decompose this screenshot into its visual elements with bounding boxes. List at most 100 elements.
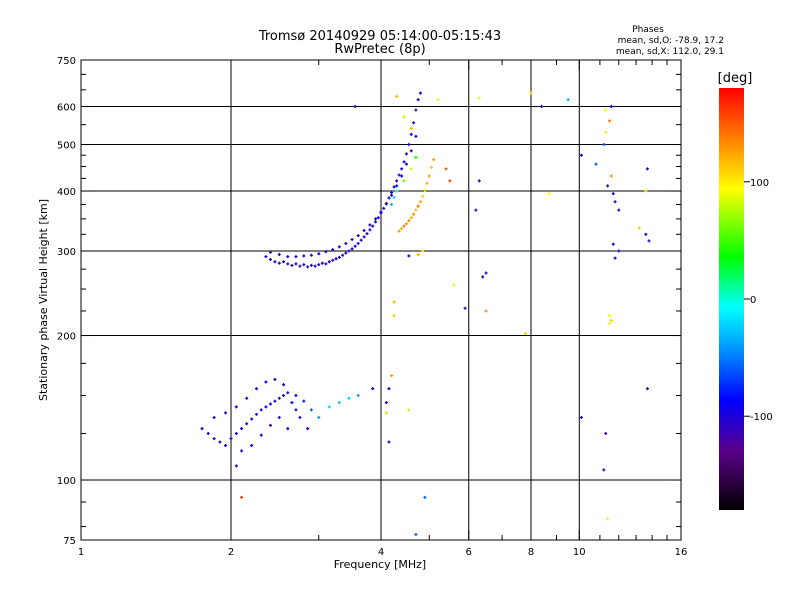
data-point [298, 264, 302, 268]
data-point [644, 189, 648, 193]
data-point [290, 401, 294, 405]
y-tick-label: 500 [57, 141, 76, 152]
data-point [397, 229, 401, 233]
data-point [268, 423, 272, 427]
y-tick-label: 750 [57, 56, 76, 67]
data-point [608, 314, 612, 318]
data-point [337, 401, 341, 405]
data-point [423, 188, 427, 192]
data-point [273, 260, 277, 264]
data-point [617, 208, 621, 212]
data-point [566, 98, 570, 102]
data-point [647, 239, 651, 243]
data-point [368, 228, 372, 232]
data-point [425, 181, 429, 185]
data-point [200, 427, 204, 431]
data-point [436, 98, 440, 102]
data-point [264, 255, 268, 259]
data-point [264, 380, 268, 384]
stats-header: Phases [632, 25, 664, 35]
data-point [409, 149, 413, 153]
data-point [250, 417, 254, 421]
data-point [290, 263, 294, 267]
data-point [286, 262, 290, 266]
data-point [416, 98, 420, 102]
data-point [400, 174, 404, 178]
data-point [344, 251, 348, 255]
data-point [277, 396, 281, 400]
x-tick-label: 10 [573, 547, 586, 558]
data-point [240, 449, 244, 453]
data-point [421, 249, 425, 253]
data-point [337, 245, 341, 249]
data-point [608, 119, 612, 123]
data-point [604, 130, 608, 134]
data-point [432, 158, 436, 162]
data-point [302, 254, 306, 258]
data-point [240, 427, 244, 431]
data-point [387, 196, 391, 200]
data-point [379, 210, 383, 214]
data-point [395, 94, 399, 98]
data-point [477, 96, 481, 100]
data-point [356, 234, 360, 238]
data-point [418, 200, 422, 204]
x-tick-label: 4 [378, 547, 384, 558]
data-point [463, 306, 467, 310]
data-point [259, 408, 263, 412]
data-point [414, 108, 418, 112]
data-point [362, 235, 366, 239]
y-tick-label: 200 [57, 332, 76, 343]
data-point [218, 440, 222, 444]
data-point [409, 167, 413, 171]
data-point [334, 257, 338, 261]
colorbar-tick-label: 100 [750, 178, 769, 189]
data-point [421, 194, 425, 198]
grid-layer [81, 60, 681, 540]
data-point [613, 200, 617, 204]
data-point [327, 405, 331, 409]
data-point [294, 394, 298, 398]
data-point [609, 105, 613, 109]
data-point [604, 432, 608, 436]
data-point [324, 250, 328, 254]
data-point [418, 91, 422, 95]
data-point [259, 433, 263, 437]
data-point [286, 427, 290, 431]
x-tick-label: 8 [528, 547, 534, 558]
data-point [282, 260, 286, 264]
y-tick-label: 300 [57, 247, 76, 258]
chart-subtitle: RwPretec (8p) [334, 42, 425, 57]
data-point [400, 167, 404, 171]
data-point [356, 242, 360, 246]
tick-layer: 1 2 4 6 8 10 16 75 100 200 300 400 500 600 750 [57, 56, 687, 558]
data-point [356, 394, 360, 398]
data-point [273, 399, 277, 403]
colorbar [719, 88, 744, 510]
data-point [309, 253, 313, 257]
data-point [547, 192, 551, 196]
data-point [452, 283, 456, 287]
chart-title: Tromsø 20140929 05:14:00-05:15:43 [258, 29, 501, 44]
data-point [390, 191, 394, 195]
data-point [400, 227, 404, 231]
data-point [344, 242, 348, 246]
data-point [402, 160, 406, 164]
data-point [302, 399, 306, 403]
data-point [317, 415, 321, 419]
data-point [477, 179, 481, 183]
points-layer [200, 91, 651, 537]
data-point [268, 402, 272, 406]
y-axis-label: Stationary phase Virtual Height [km] [37, 199, 50, 401]
data-point [427, 174, 431, 178]
data-point [353, 244, 357, 248]
data-point [206, 432, 210, 436]
data-point [414, 533, 418, 537]
data-point [414, 134, 418, 138]
data-point [604, 108, 608, 112]
data-point [350, 247, 354, 251]
data-point [302, 263, 306, 267]
data-point [212, 415, 216, 419]
data-point [387, 440, 391, 444]
